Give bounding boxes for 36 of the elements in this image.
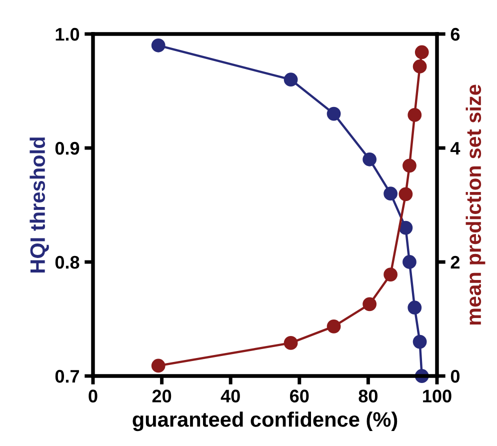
point [384,186,398,201]
x-tick-label: 80 [358,390,378,402]
point [412,60,427,74]
point [402,158,416,173]
x-tick-label: 100 [423,390,452,402]
y-tick-label: 0.7 [55,370,80,383]
point [326,106,341,121]
y-axis-title: HQI threshold [30,138,49,272]
point [326,319,341,334]
y2-tick-label: 6 [450,28,460,41]
y-tick-label: 0.9 [55,142,80,155]
x-tick-label: 60 [290,390,309,402]
point [151,358,166,373]
point [151,38,166,52]
x-tick-label: 0 [88,390,98,402]
y2-tick-label: 0 [450,370,460,383]
y2-axis-title: mean prediction set size [466,84,486,325]
point [398,220,413,235]
point [362,152,377,166]
y-tick-label: 0.8 [55,256,80,269]
x-tick-label: 20 [152,390,172,402]
x-tick-label: 40 [220,390,240,402]
y2-tick-label: 4 [450,142,460,155]
y-tick-label: 1.0 [56,28,80,41]
point [414,45,429,60]
point [398,187,413,202]
point [284,72,298,87]
point [362,297,377,312]
point [402,255,416,269]
point [408,300,422,315]
point [408,108,422,122]
point [412,334,427,349]
point [384,268,398,282]
y2-tick-label: 2 [450,256,460,269]
point [284,336,298,350]
x-axis-title: guaranteed confidence (%) [132,412,398,432]
